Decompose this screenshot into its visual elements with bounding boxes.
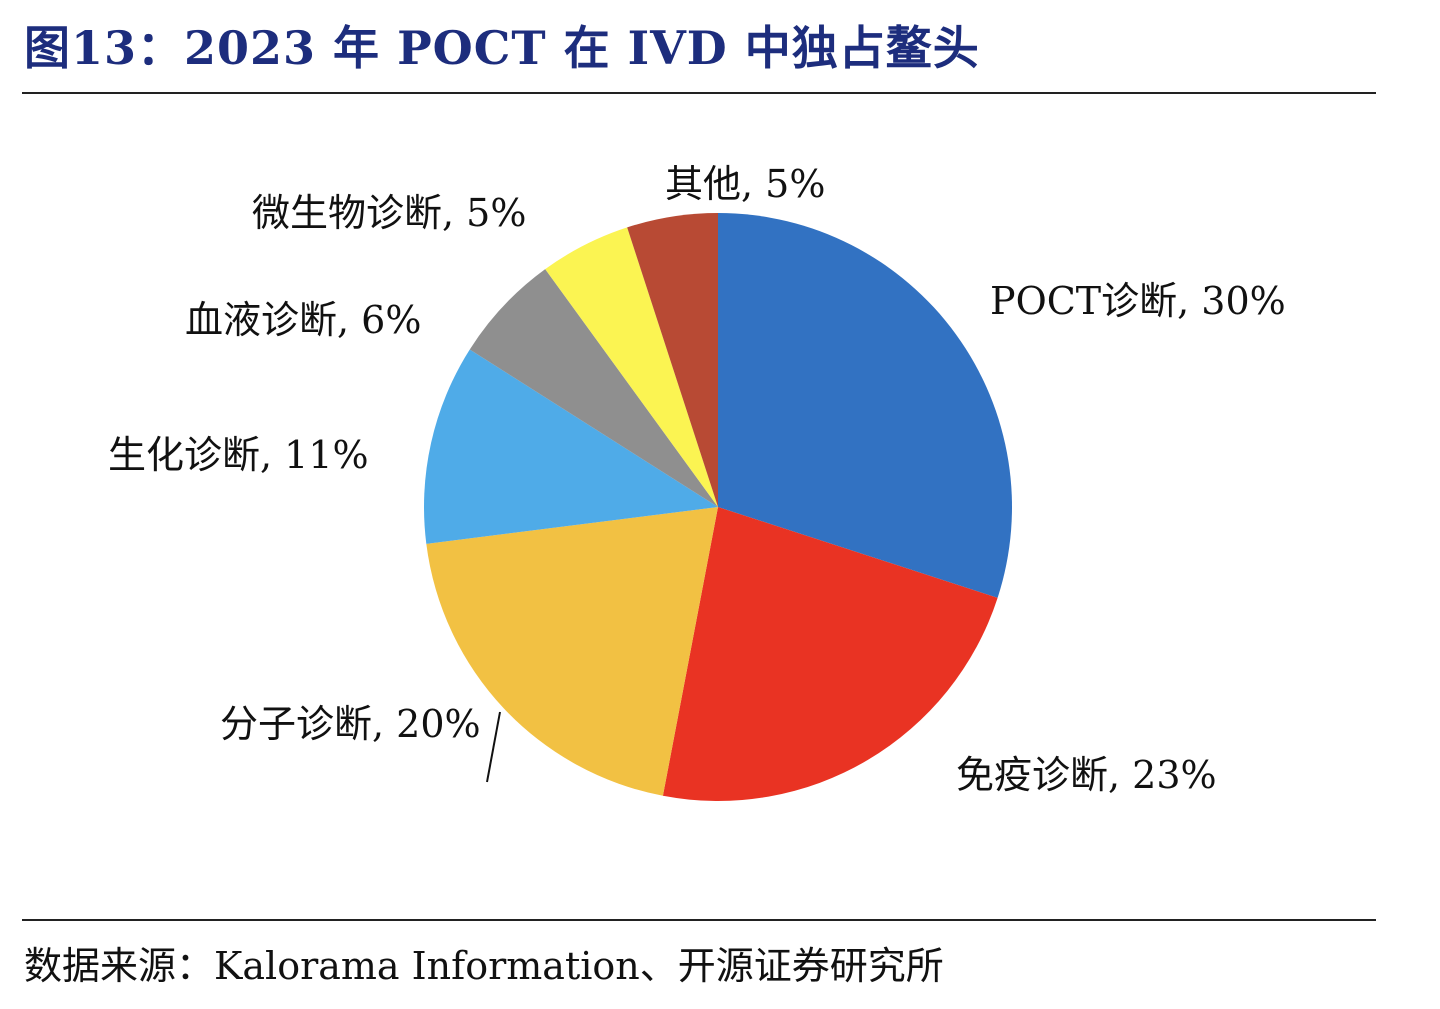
source-divider	[22, 919, 1376, 921]
slice-label-6: 微生物诊断, 5%	[252, 191, 526, 235]
pie-slice-4	[424, 349, 718, 544]
leader-line-molecular	[486, 711, 501, 783]
slice-label-2: 免疫诊断, 23%	[956, 753, 1217, 797]
slice-label-7: 其他, 5%	[665, 162, 825, 206]
slice-labels: POCT诊断, 30% 免疫诊断, 23% 分子诊断, 20% 生化诊断, 11% 血液…	[108, 162, 1286, 797]
pie-slice-6	[545, 227, 718, 507]
pie-slice-2	[662, 507, 998, 802]
slice-label-3: 分子诊断, 20%	[220, 702, 481, 746]
pie-slice-3	[426, 507, 718, 796]
leader-lines	[486, 711, 501, 783]
figure-title: 图13：2023 年 POCT 在 IVD 中独占鳌头	[24, 21, 980, 75]
slice-label-1: POCT诊断, 30%	[990, 279, 1286, 323]
pie-slices	[424, 213, 1012, 802]
title-divider	[22, 92, 1376, 94]
pie-slice-5	[469, 269, 718, 507]
source-note: 数据来源：Kalorama Information、开源证券研究所	[24, 944, 944, 988]
pie-slice-7	[627, 213, 718, 507]
slice-label-5: 血液诊断, 6%	[185, 298, 421, 342]
slice-label-4: 生化诊断, 11%	[108, 433, 369, 477]
pie-slice-1	[718, 213, 1012, 598]
